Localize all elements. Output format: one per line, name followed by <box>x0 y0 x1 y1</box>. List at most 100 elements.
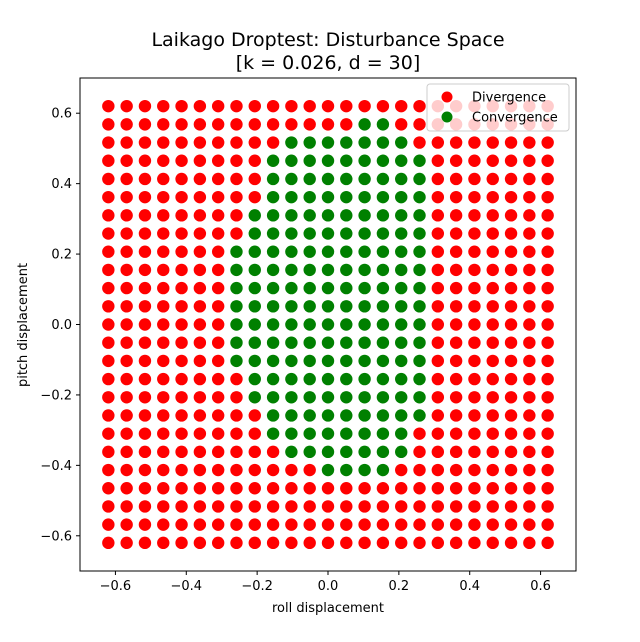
divergence-point <box>138 372 152 386</box>
convergence-point <box>303 445 316 459</box>
divergence-point <box>230 99 243 113</box>
divergence-point <box>431 172 445 186</box>
divergence-point <box>193 391 207 404</box>
divergence-point <box>431 227 445 240</box>
divergence-point <box>102 391 115 404</box>
convergence-point <box>266 281 280 295</box>
divergence-point <box>138 427 152 440</box>
divergence-point <box>248 500 261 513</box>
divergence-point <box>285 463 298 477</box>
divergence-point <box>138 536 152 550</box>
convergence-point <box>266 391 280 404</box>
convergence-point <box>266 172 280 186</box>
divergence-point <box>431 263 445 277</box>
divergence-point <box>541 445 554 459</box>
divergence-point <box>175 500 188 513</box>
divergence-point <box>431 300 445 313</box>
divergence-point <box>157 536 170 550</box>
divergence-point <box>541 281 554 295</box>
convergence-point <box>340 336 353 349</box>
divergence-point <box>193 372 207 386</box>
divergence-point <box>120 536 133 550</box>
divergence-point <box>211 281 225 295</box>
divergence-point <box>523 172 536 186</box>
convergence-point <box>376 172 390 186</box>
divergence-point <box>102 99 115 113</box>
divergence-point <box>541 227 554 240</box>
divergence-point <box>211 300 225 313</box>
convergence-point <box>248 372 261 386</box>
convergence-point <box>358 336 371 349</box>
divergence-point <box>248 518 261 531</box>
divergence-point <box>468 372 481 386</box>
divergence-point <box>193 136 207 149</box>
convergence-point <box>266 263 280 277</box>
divergence-point <box>340 518 353 531</box>
divergence-point <box>358 518 371 531</box>
legend-box <box>426 83 570 132</box>
divergence-point <box>541 336 554 349</box>
convergence-point <box>230 354 243 368</box>
divergence-point <box>230 427 243 440</box>
convergence-point <box>376 427 390 440</box>
divergence-point <box>395 99 408 113</box>
divergence-point <box>157 281 170 295</box>
divergence-point <box>175 336 188 349</box>
convergence-point <box>285 209 298 222</box>
divergence-point <box>157 354 170 368</box>
divergence-point <box>138 500 152 513</box>
convergence-point <box>358 354 371 368</box>
divergence-point <box>486 409 499 422</box>
divergence-point <box>523 318 536 331</box>
divergence-point <box>413 463 426 477</box>
divergence-point <box>102 427 115 440</box>
convergence-point <box>303 409 316 422</box>
divergence-point <box>486 391 499 404</box>
legend-label-convergence: Convergence <box>472 111 558 126</box>
convergence-point <box>413 354 426 368</box>
divergence-point <box>449 445 463 459</box>
convergence-point <box>376 281 390 295</box>
divergence-point <box>486 209 499 222</box>
divergence-point <box>285 482 298 495</box>
divergence-point <box>449 172 463 186</box>
divergence-point <box>303 536 316 550</box>
convergence-point <box>376 318 390 331</box>
y-tick-label: −0.6 <box>40 529 72 544</box>
convergence-point <box>266 300 280 313</box>
divergence-point <box>395 518 408 531</box>
convergence-point <box>340 154 353 167</box>
divergence-point <box>120 445 133 459</box>
divergence-point <box>340 536 353 550</box>
divergence-point <box>138 99 152 113</box>
y-axis-ticks: −0.6 −0.4 −0.2 0.0 0.2 0.4 0.6 <box>40 107 80 544</box>
divergence-point <box>486 427 499 440</box>
convergence-point <box>303 391 316 404</box>
divergence-point <box>523 463 536 477</box>
convergence-point <box>285 136 298 149</box>
divergence-point <box>486 300 499 313</box>
divergence-point <box>157 463 170 477</box>
divergence-point <box>431 482 445 495</box>
divergence-point <box>102 536 115 550</box>
divergence-point <box>523 190 536 204</box>
convergence-point <box>266 245 280 258</box>
convergence-point <box>413 154 426 167</box>
divergence-point <box>486 463 499 477</box>
convergence-point <box>321 172 335 186</box>
divergence-point <box>120 99 133 113</box>
convergence-point <box>413 190 426 204</box>
convergence-point <box>395 172 408 186</box>
divergence-point <box>266 136 280 149</box>
convergence-point <box>303 190 316 204</box>
divergence-point <box>120 500 133 513</box>
convergence-point <box>395 245 408 258</box>
convergence-point <box>285 372 298 386</box>
divergence-point <box>504 263 518 277</box>
convergence-point <box>303 372 316 386</box>
divergence-point <box>523 427 536 440</box>
convergence-point <box>321 391 335 404</box>
convergence-point <box>285 190 298 204</box>
convergence-point <box>376 227 390 240</box>
convergence-point <box>340 372 353 386</box>
